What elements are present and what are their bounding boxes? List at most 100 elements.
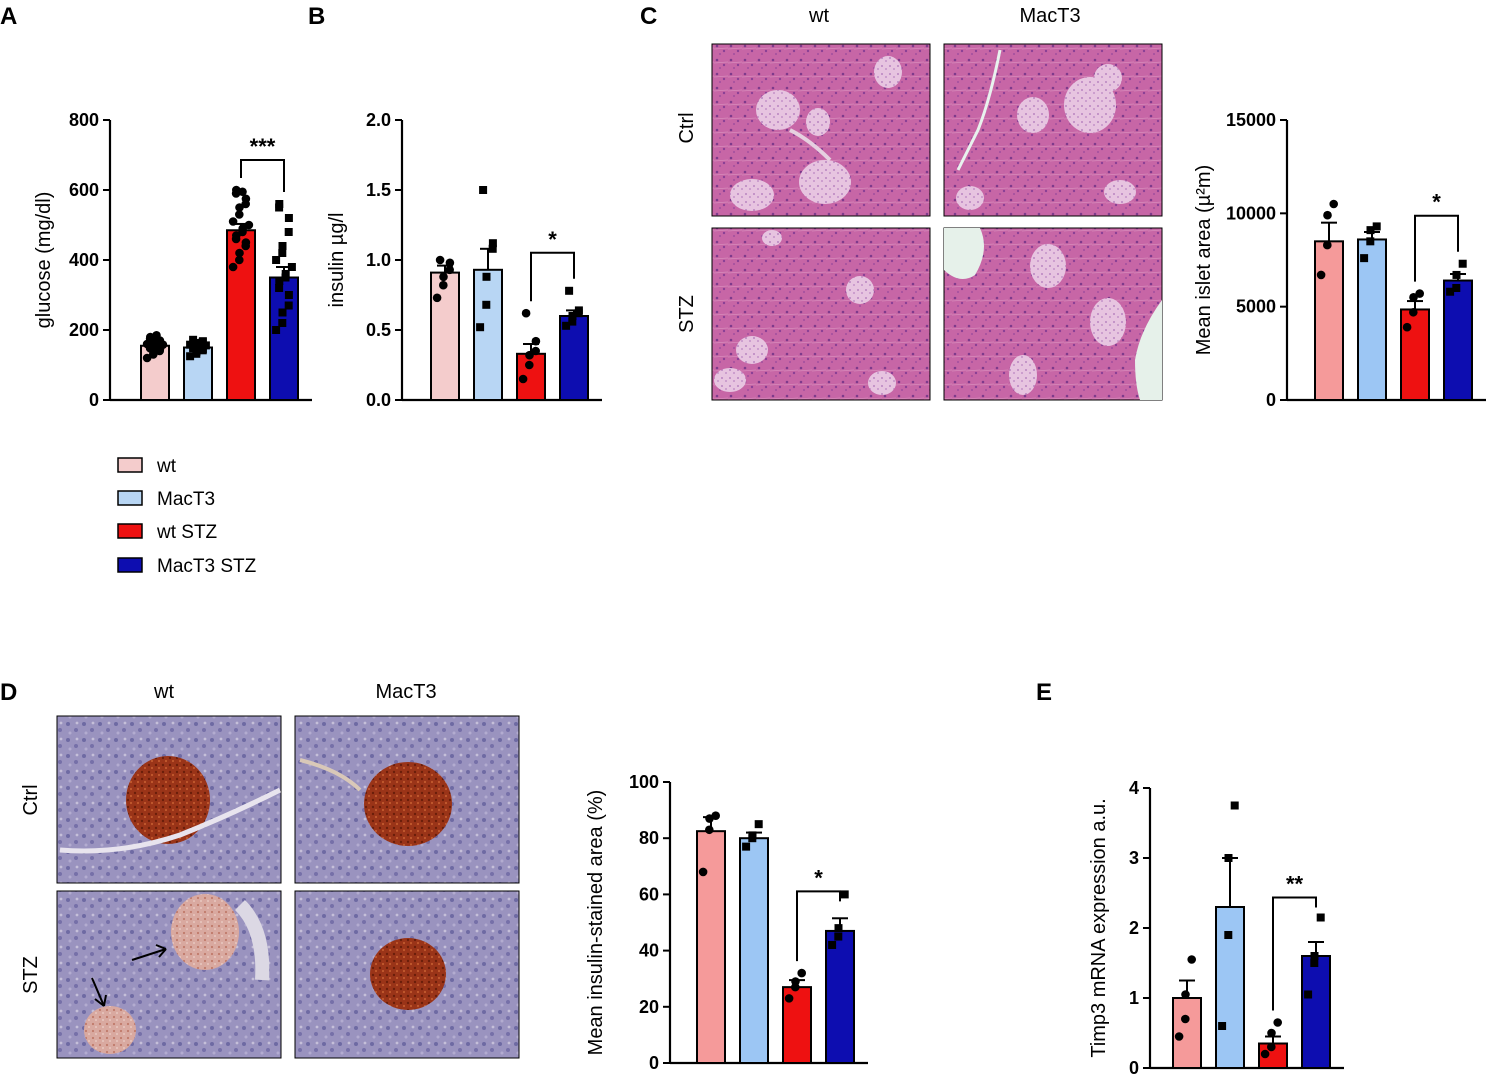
chart-b-data-point xyxy=(482,300,491,309)
chart-b-y-tick-label: 1.5 xyxy=(366,180,391,200)
chart-b-bar xyxy=(559,315,589,401)
legend-label-wt: wt xyxy=(156,456,177,477)
chart-b-data-point xyxy=(439,272,448,282)
chart-d-y-axis-label: Mean insulin-stained area (%) xyxy=(585,790,607,1056)
chart-a-bar xyxy=(269,276,299,401)
chart-d-data-point xyxy=(748,831,757,840)
chart-e-data-point xyxy=(1230,801,1239,810)
chart-b-insulin: 0.0 0.5 1.0 1.5 2.0 insulin µg/l * xyxy=(326,110,602,410)
legend-swatch-mact3 xyxy=(117,490,143,506)
chart-d-insulin-stained-area: 0 20 40 60 80 100 Mean insulin-stained area (%… xyxy=(585,772,868,1073)
chart-a-data-point xyxy=(244,220,254,230)
chart-a-y-axis-label: glucose (mg/dl) xyxy=(33,192,55,329)
chart-b-data-point xyxy=(439,280,448,290)
chart-a-data-point xyxy=(189,335,198,344)
chart-a-glucose: 0 200 400 600 800 glucose (mg/dl) *** xyxy=(33,110,312,410)
chart-a-data-point xyxy=(284,228,293,236)
micrograph-he-mact3-stz xyxy=(943,227,1163,401)
chart-a-data-point xyxy=(287,263,296,271)
panel-d-col-header-wt: wt xyxy=(153,681,174,703)
chart-b-y-axis-label: insulin µg/l xyxy=(326,213,348,308)
chart-e-y-axis-label: Timp3 mRNA expression a.u. xyxy=(1088,798,1110,1057)
chart-c-data-point xyxy=(1458,259,1467,268)
chart-e-data-point xyxy=(1273,1018,1282,1027)
panel-d-row-header-stz: STZ xyxy=(20,956,42,994)
chart-d-data-point xyxy=(784,994,794,1003)
chart-c-y-tick-label: 0 xyxy=(1266,390,1276,410)
chart-d-y-tick-label: 80 xyxy=(639,828,659,848)
panel-c-micrographs: wt MacT3 Ctrl STZ xyxy=(676,5,1163,401)
chart-a-y-tick-label: 400 xyxy=(69,250,99,270)
chart-d-y-tick-label: 40 xyxy=(639,941,659,961)
legend-swatch-wt xyxy=(117,457,143,473)
chart-c-y-tick-label: 10000 xyxy=(1226,203,1276,223)
chart-e-data-point xyxy=(1267,1042,1276,1052)
chart-b-significance-label: * xyxy=(548,227,557,252)
chart-c-data-point xyxy=(1452,284,1461,292)
chart-e-significance-label: ** xyxy=(1286,872,1304,897)
chart-d-significance-label: * xyxy=(814,865,823,890)
chart-e-y-tick-label: 1 xyxy=(1129,988,1139,1008)
micrograph-he-mact3-ctrl xyxy=(943,43,1163,217)
chart-d-data-point xyxy=(834,924,843,933)
chart-b-data-point xyxy=(482,272,491,281)
chart-b-bar xyxy=(473,268,503,401)
panel-d-micrographs: wt MacT3 Ctrl STZ xyxy=(20,681,520,1059)
chart-a-data-point xyxy=(235,248,244,258)
chart-a-data-point xyxy=(284,301,293,310)
micrograph-ihc-wt-stz xyxy=(56,890,282,1059)
chart-a-data-point xyxy=(235,210,244,219)
chart-a-y-tick-label: 200 xyxy=(69,320,99,340)
panel-d-col-header-mact3: MacT3 xyxy=(375,681,436,703)
chart-c-data-point xyxy=(1329,199,1338,209)
chart-e-y-tick-label: 2 xyxy=(1129,918,1139,938)
chart-c-data-point xyxy=(1452,270,1461,279)
chart-c-y-tick-label: 15000 xyxy=(1226,110,1276,130)
chart-b-data-point xyxy=(525,360,534,370)
chart-e-data-point xyxy=(1224,931,1233,939)
chart-e-data-point xyxy=(1218,1022,1227,1030)
chart-e-bar xyxy=(1301,955,1331,1069)
arrow-head-upper xyxy=(155,944,167,958)
chart-b-data-point xyxy=(565,286,574,295)
chart-b-data-point xyxy=(518,374,528,384)
legend-item-wt-stz: wt STZ xyxy=(117,522,218,543)
chart-a-y-tick-label: 600 xyxy=(69,180,99,200)
chart-d-bar xyxy=(696,830,726,1064)
legend-item-mact3-stz: MacT3 STZ xyxy=(117,556,257,577)
chart-c-bar xyxy=(1400,308,1430,402)
chart-a-data-point xyxy=(284,291,293,299)
chart-c-y-axis-label: Mean islet area (µ²m) xyxy=(1193,165,1215,355)
chart-b-data-point xyxy=(488,244,497,253)
chart-c-data-point xyxy=(1360,254,1369,263)
chart-c-data-point xyxy=(1366,237,1375,246)
legend-label-mact3: MacT3 xyxy=(157,489,215,510)
chart-c-data-point xyxy=(1402,322,1412,332)
chart-e-data-point xyxy=(1187,955,1196,964)
chart-c-bar xyxy=(1314,240,1344,401)
chart-c-significance-bracket xyxy=(1414,214,1459,282)
chart-b-data-point xyxy=(568,317,577,326)
chart-c-islet-area: 0 5000 10000 15000 Mean islet area (µ²m) * xyxy=(1193,110,1486,410)
chart-c-data-point xyxy=(1409,307,1418,317)
chart-d-data-point xyxy=(828,940,837,949)
chart-b-data-point xyxy=(562,321,571,330)
chart-a-data-point xyxy=(278,249,287,257)
chart-a-data-point xyxy=(281,270,290,278)
chart-e-data-point xyxy=(1304,990,1313,999)
panel-c-col-header-wt: wt xyxy=(808,5,829,27)
chart-a-data-point xyxy=(198,337,207,346)
micrograph-he-wt-ctrl xyxy=(711,43,931,217)
chart-b-data-point xyxy=(531,346,540,356)
chart-c-data-point xyxy=(1323,210,1332,220)
legend-item-wt: wt xyxy=(117,456,177,477)
chart-e-y-tick-label: 3 xyxy=(1129,848,1139,868)
chart-a-data-point xyxy=(278,242,287,250)
chart-c-data-point xyxy=(1415,289,1424,298)
chart-d-data-point xyxy=(705,825,714,835)
chart-c-data-point xyxy=(1372,222,1381,231)
chart-a-data-point xyxy=(228,262,238,272)
chart-b-y-tick-label: 2.0 xyxy=(366,110,391,130)
chart-a-data-point xyxy=(275,277,284,285)
chart-a-data-point xyxy=(272,256,281,264)
